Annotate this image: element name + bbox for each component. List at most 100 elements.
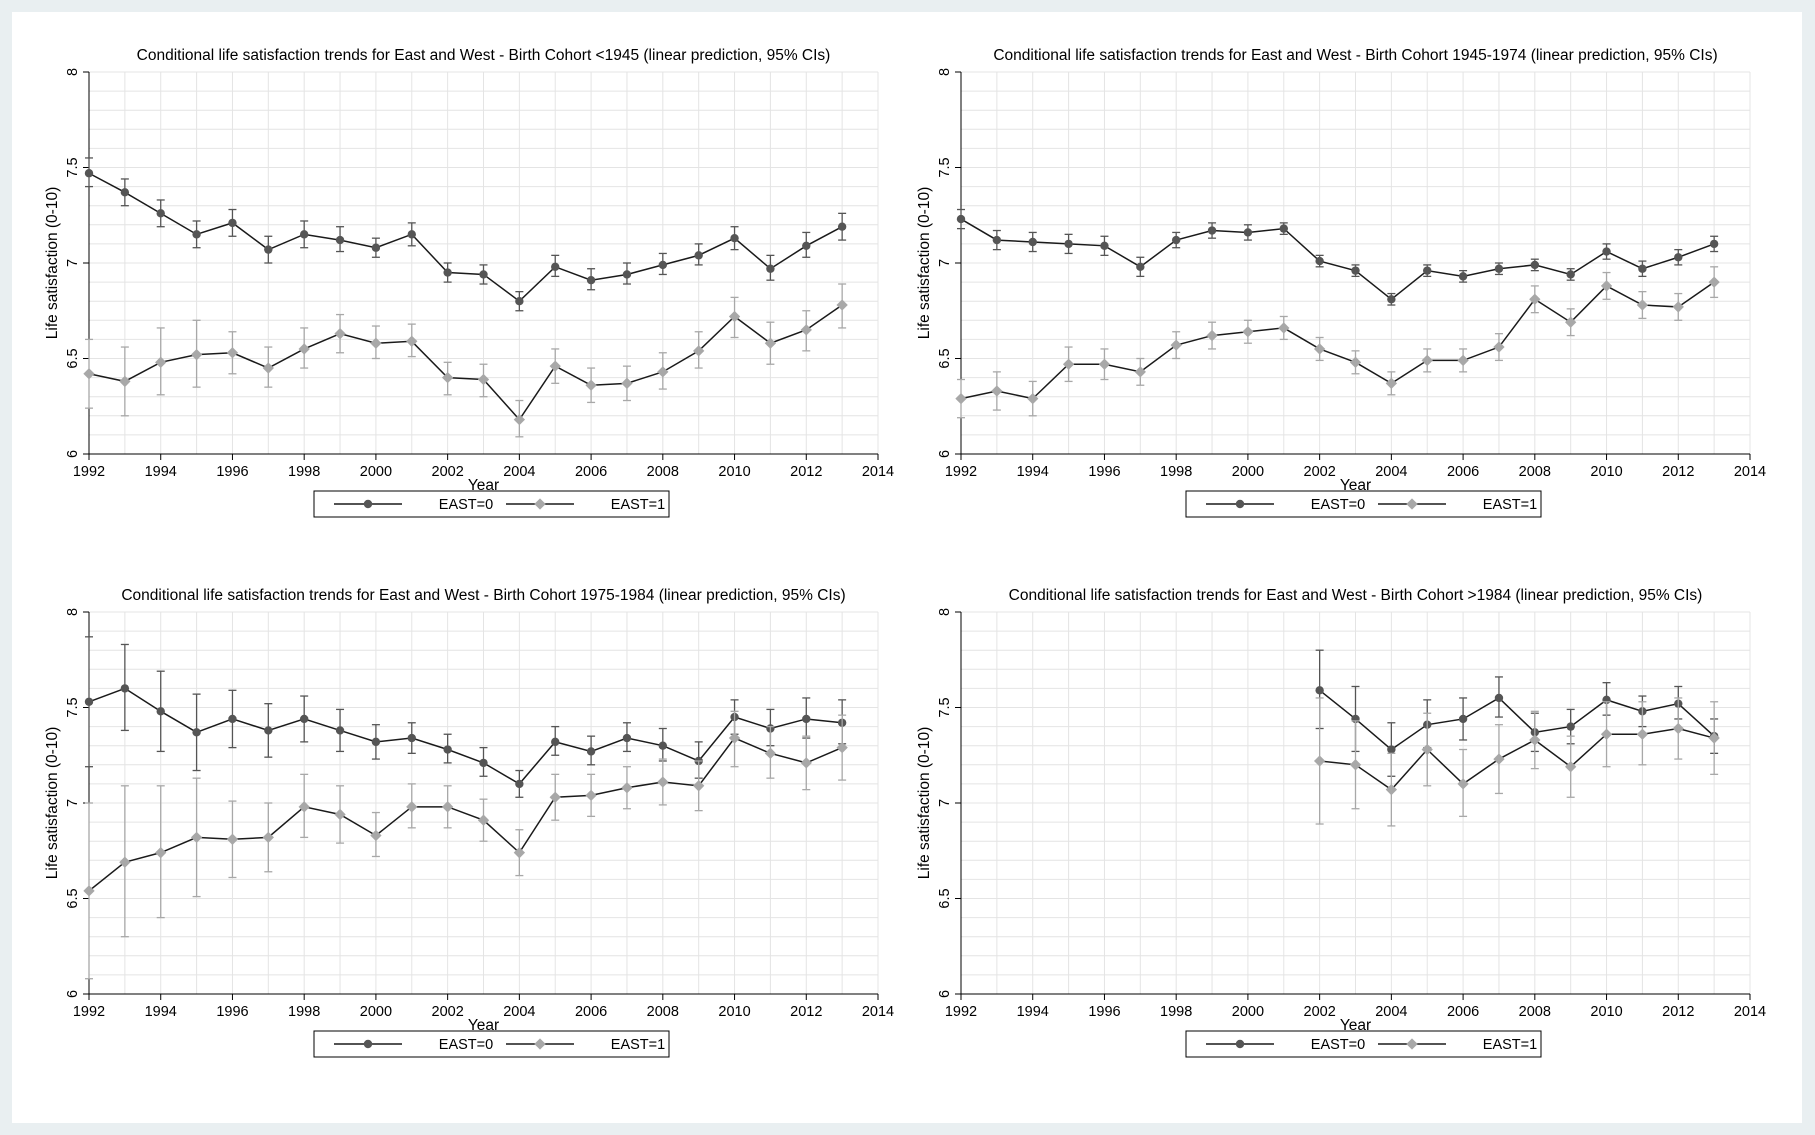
x-tick-label: 1992 [945,1004,977,1020]
data-point [586,747,596,756]
data-point [1494,264,1504,273]
data-point [800,324,812,336]
data-point [1028,237,1037,247]
data-point [515,779,524,789]
data-point [622,270,632,279]
x-tick-label: 2012 [790,1004,822,1020]
x-tick-label: 2008 [647,464,679,480]
series-east0 [84,157,847,312]
data-point [1387,745,1396,754]
data-point [479,758,488,768]
y-tick-label: 7.5 [65,697,81,717]
data-point [228,714,237,724]
series-line [960,218,1715,301]
data-point [1458,714,1468,724]
data-point [1387,295,1396,304]
data-point [155,847,167,859]
x-tick-label: 2006 [575,464,607,480]
data-point [335,235,345,245]
data-point [549,360,561,372]
data-point [585,379,597,391]
data-point [264,726,273,735]
data-point [370,337,382,349]
data-point [156,209,165,218]
x-tick-label: 2000 [1232,1004,1264,1020]
data-point [1313,755,1326,767]
x-tick-label: 1994 [145,464,177,480]
data-point [1529,734,1541,746]
data-point [84,697,94,706]
series-line [1319,689,1715,751]
y-axis-label: Life satisfaction (0-10) [916,187,933,340]
data-point [477,373,490,386]
data-point [443,268,452,277]
data-point [1494,693,1504,703]
data-point [1565,316,1577,328]
y-tick-label: 7.5 [937,697,953,717]
data-point [802,241,811,251]
data-point [156,707,165,716]
x-tick-label: 1998 [1160,1004,1192,1020]
data-point [621,782,633,794]
data-point [1566,722,1575,731]
data-point [1530,260,1540,270]
data-point [335,726,345,735]
data-point [1315,256,1324,266]
y-tick-label: 6 [65,450,81,458]
data-point [1136,262,1145,272]
data-point [551,262,560,272]
series-line [960,281,1715,400]
data-point [992,235,1002,245]
data-point [441,801,454,813]
x-tick-label: 2006 [1447,464,1479,480]
x-tick-label: 2002 [432,464,464,480]
x-tick-label: 2004 [1375,1004,1407,1020]
series-line [88,687,843,785]
x-tick-label: 1996 [216,464,248,480]
data-point [406,801,418,813]
x-tick-label: 1998 [288,1004,320,1020]
legend: EAST=0 EAST=1 [1185,490,1542,518]
x-tick-label: 1994 [1017,1004,1049,1020]
data-point [1672,722,1684,735]
series-east1 [1313,697,1720,827]
legend-marker [534,498,546,510]
x-tick-label: 1992 [73,1004,105,1020]
x-tick-label: 1996 [1088,464,1120,480]
data-point [1529,293,1541,305]
data-point [694,251,703,260]
x-tick-label: 2014 [862,464,894,480]
data-point [190,349,203,361]
x-tick-label: 2010 [718,464,750,480]
data-point [658,260,668,270]
data-point [84,169,94,178]
data-point [1708,732,1720,744]
x-tick-label: 2002 [432,1004,464,1020]
y-axis-label: Life satisfaction (0-10) [916,727,933,880]
data-point [1458,272,1468,281]
x-tick-label: 2006 [575,1004,607,1020]
x-axis-label: Year [468,1017,499,1034]
y-tick-label: 8 [937,608,953,616]
legend: EAST=0 EAST=1 [313,1030,670,1058]
legend-label: EAST=0 [1311,1037,1365,1053]
data-point [226,347,239,359]
data-point [334,808,346,821]
data-point [1457,778,1469,790]
data-point [1385,377,1398,389]
data-point [1636,299,1649,311]
data-point [1423,266,1432,275]
data-point [515,297,524,306]
data-point [586,275,596,285]
data-point [334,328,346,340]
data-point [1600,280,1613,292]
data-point [658,741,668,750]
data-point [1349,356,1362,368]
series-line [88,304,843,421]
data-point [477,814,490,826]
data-point [1421,743,1433,756]
data-point [1134,366,1146,378]
x-tick-label: 2008 [1519,464,1551,480]
data-point [155,356,167,368]
x-tick-label: 2008 [1519,1004,1551,1020]
